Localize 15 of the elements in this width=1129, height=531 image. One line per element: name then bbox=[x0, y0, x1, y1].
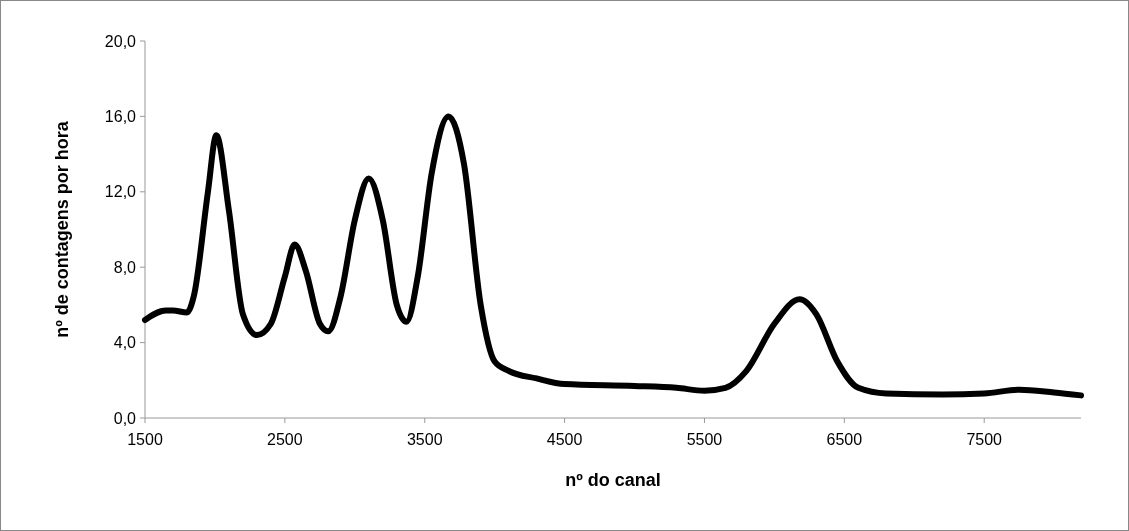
x-tick-label: 2500 bbox=[267, 431, 303, 448]
x-axis-title: nº do canal bbox=[565, 470, 661, 490]
x-tick-label: 3500 bbox=[406, 431, 443, 448]
y-tick-label: 8,0 bbox=[113, 258, 137, 276]
y-tick-label: 12,0 bbox=[104, 183, 137, 201]
y-tick-label: 4,0 bbox=[113, 334, 137, 352]
x-tick-label: 1500 bbox=[127, 431, 163, 448]
y-axis-title: nº de contagens por hora bbox=[52, 120, 72, 338]
x-tick-label: 7500 bbox=[966, 431, 1003, 448]
y-tick-label: 20,0 bbox=[104, 32, 137, 50]
x-tick-label: 6500 bbox=[826, 431, 863, 448]
y-tick-label: 16,0 bbox=[104, 108, 137, 125]
y-tick-label: 0,0 bbox=[113, 409, 137, 427]
x-tick-label: 5500 bbox=[686, 431, 723, 448]
x-tick-label: 4500 bbox=[546, 431, 583, 448]
